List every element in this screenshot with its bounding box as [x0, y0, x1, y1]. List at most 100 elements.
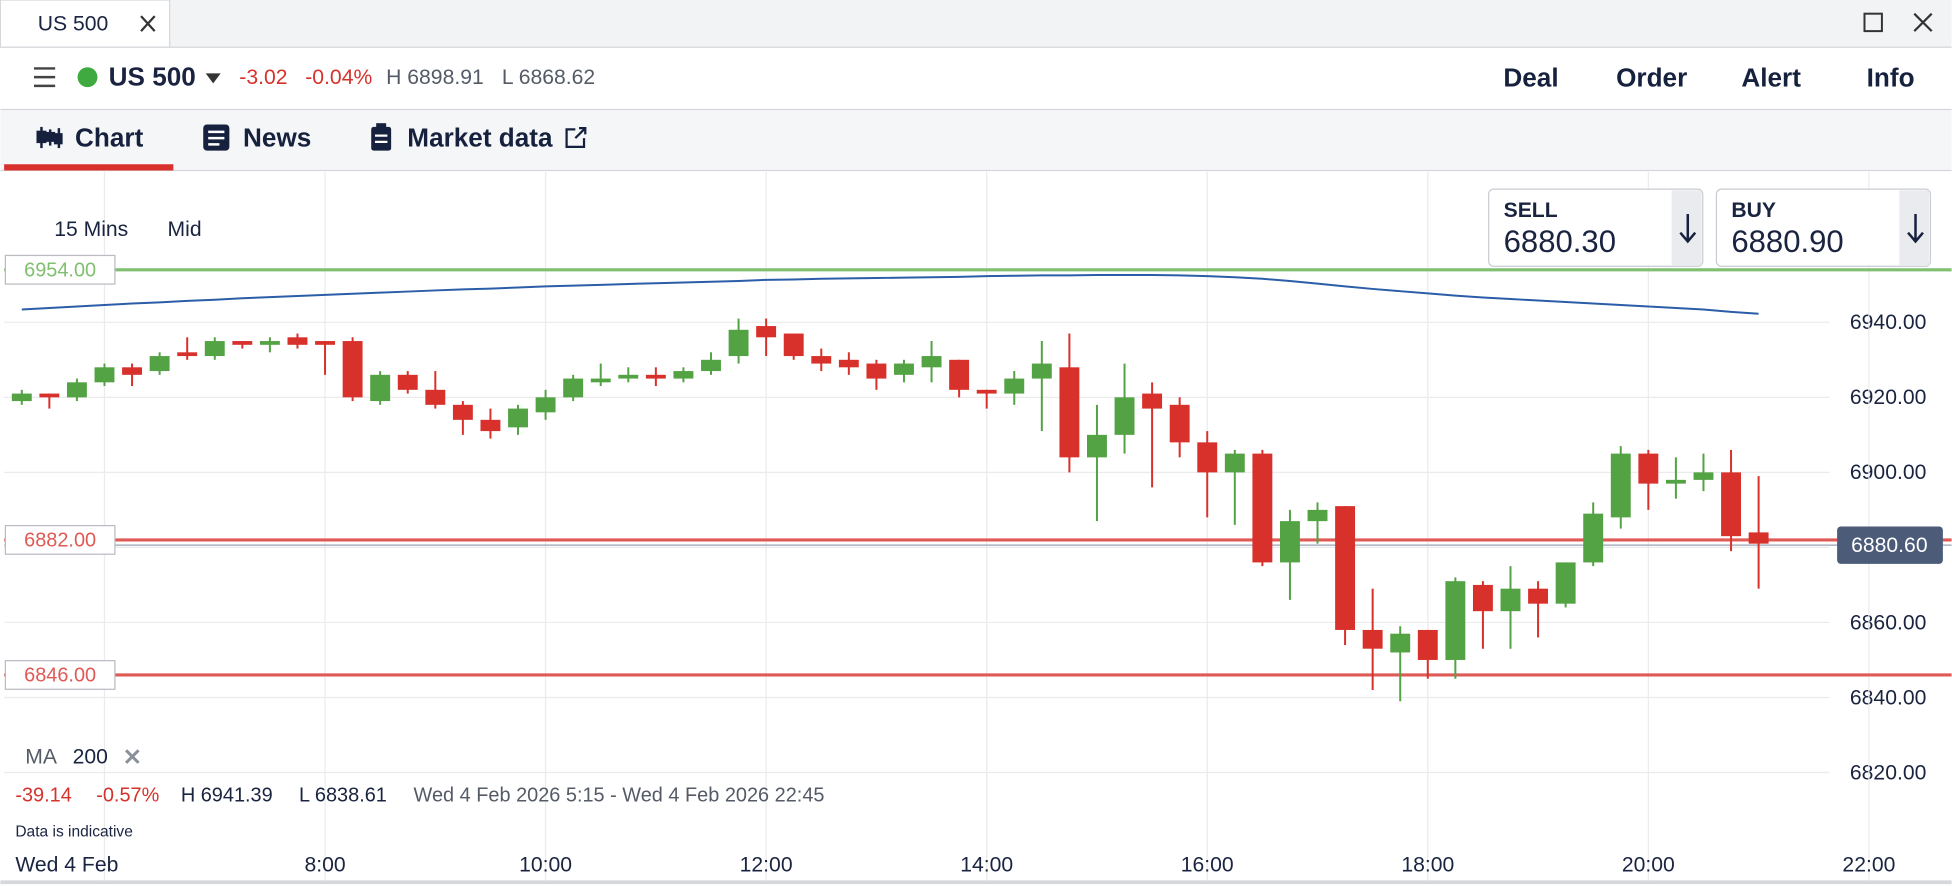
candle-body [921, 356, 942, 368]
candle-body [1169, 404, 1190, 443]
candle-body [645, 374, 666, 379]
buy-box[interactable]: BUY 6880.90 [1715, 188, 1932, 267]
y-tick-label: 6900.00 [1850, 461, 1926, 484]
candle-body [866, 363, 887, 379]
sell-box[interactable]: SELL 6880.30 [1488, 188, 1704, 267]
candle-body [1417, 629, 1438, 660]
range-low: L 6838.61 [299, 785, 387, 807]
external-link-icon[interactable] [565, 127, 587, 148]
disclaimer: Data is indicative [15, 824, 133, 841]
candle-body [232, 341, 253, 345]
candle-body [204, 341, 225, 357]
candle-body [728, 329, 749, 357]
ma-remove[interactable] [125, 749, 140, 764]
candle-body [1224, 453, 1245, 473]
dropdown-caret[interactable] [205, 73, 221, 84]
candle-body [1693, 472, 1714, 480]
chart-tab[interactable]: Chart [75, 122, 144, 152]
candle-body [1721, 472, 1742, 537]
candle-body [1031, 363, 1052, 379]
sell-arrow [1679, 214, 1697, 244]
x-tick-label: 16:00 [1181, 854, 1234, 877]
instrument-name[interactable]: US 500 [109, 61, 196, 91]
y-tick-label: 6940.00 [1850, 311, 1926, 334]
candle-body [66, 382, 87, 398]
price-type-selector[interactable]: Mid [168, 218, 202, 241]
window-close[interactable] [1913, 12, 1933, 32]
candle-body [673, 371, 694, 379]
sell-button[interactable] [1488, 188, 1704, 267]
info-button[interactable]: Info [1867, 63, 1915, 93]
price-level-tag [4, 524, 116, 555]
candle-body [1279, 521, 1300, 563]
candle-body [535, 397, 556, 413]
menu-icon[interactable] [34, 67, 56, 88]
candle-body [590, 378, 611, 383]
candle-body [11, 393, 32, 402]
y-tick-label: 6860.00 [1850, 611, 1926, 634]
sell-label: SELL [1504, 199, 1558, 222]
candle-body [342, 341, 363, 398]
day-high: H 6898.91 [386, 66, 484, 89]
status-dot [77, 67, 98, 88]
toolbar [0, 47, 1952, 110]
interval-selector[interactable]: 15 Mins [54, 218, 128, 241]
maximize-icon[interactable] [1863, 12, 1883, 33]
candle-body [618, 374, 639, 379]
chart: 6820.006840.006860.006880.006900.006920.… [4, 171, 1952, 882]
buy-price: 6880.90 [1731, 224, 1843, 259]
buy-button[interactable] [1715, 188, 1932, 267]
candle-body [315, 341, 335, 345]
candle-body [563, 378, 584, 398]
sell-price: 6880.30 [1504, 224, 1616, 259]
tab-close[interactable] [140, 15, 156, 32]
price-level-label: 6846.00 [24, 664, 96, 686]
buy-label: BUY [1731, 199, 1776, 222]
news-icon [203, 124, 230, 151]
ma-legend-name: MA [25, 745, 58, 768]
last-price-label: 6880.60 [1851, 534, 1927, 557]
x-tick-label: 8:00 [304, 854, 345, 877]
candle-body [259, 341, 280, 345]
nav-bar [0, 109, 1952, 171]
candle-body [1362, 629, 1383, 649]
candle-body [1555, 562, 1576, 604]
candle-body [756, 326, 777, 338]
candle-body [783, 333, 804, 357]
candle-body [452, 404, 473, 420]
candle-body [397, 374, 418, 390]
candle-body [1087, 434, 1107, 458]
candle-body [1307, 509, 1328, 522]
candle-body [894, 363, 914, 375]
range-high: H 6941.39 [181, 785, 273, 807]
candle-body [39, 393, 60, 398]
candle-body [1335, 506, 1356, 630]
active-tab-underline [4, 164, 174, 171]
candle-body [1142, 393, 1163, 409]
candle-body [480, 419, 501, 432]
order-button[interactable]: Order [1616, 63, 1687, 93]
candle-body [701, 359, 721, 372]
candle-body [1500, 588, 1521, 612]
tab-title: US 500 [38, 12, 109, 35]
x-tick-label: 12:00 [740, 854, 793, 877]
market-data-tab[interactable]: Market data [407, 122, 553, 152]
alert-button[interactable]: Alert [1741, 63, 1801, 93]
price-level-label: 6882.00 [24, 529, 96, 551]
tab[interactable] [0, 0, 171, 48]
tab-bar [0, 0, 1952, 48]
x-tick-label: 10:00 [519, 854, 572, 877]
deal-button[interactable]: Deal [1503, 63, 1558, 93]
x-tick-label: 18:00 [1401, 854, 1454, 877]
candle-body [1059, 367, 1080, 458]
candle-body [976, 389, 997, 394]
y-tick-label: 6920.00 [1850, 386, 1926, 409]
news-tab[interactable]: News [243, 122, 311, 152]
candle-body [287, 337, 308, 345]
price-level-tag [4, 254, 116, 285]
ma-legend-period: 200 [73, 745, 108, 768]
candle-body [425, 389, 446, 405]
x-tick-label: Wed 4 Feb [15, 854, 118, 877]
candle-body [1004, 378, 1025, 394]
